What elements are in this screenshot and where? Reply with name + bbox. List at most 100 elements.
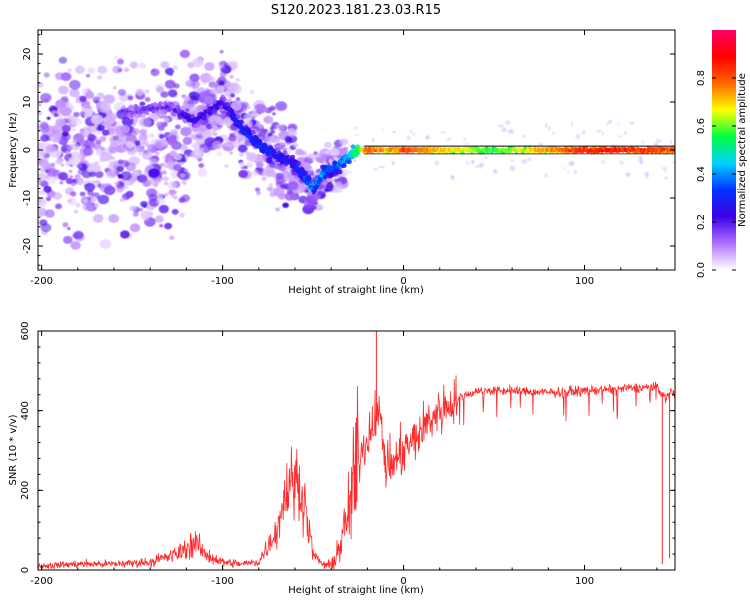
spectrogram-noise-blob	[105, 116, 116, 125]
snr-y-axis-label: SNR (10 * v/v)	[8, 414, 19, 485]
spectrogram-noise-blob	[246, 152, 258, 162]
spectrogram-y-axis-label: Frequency (Hz)	[8, 112, 19, 188]
spectrogram-noise-blob	[43, 185, 52, 193]
spectrogram-noise-blob	[192, 142, 201, 150]
spectrogram-noise-blob	[55, 158, 63, 165]
spectrogram-noise-blob	[563, 167, 566, 170]
spectrogram-noise-blob	[258, 130, 267, 137]
spectrogram-noise-blob	[313, 194, 321, 200]
spectrogram-noise-blob	[238, 169, 249, 179]
colorbar-tick-label: 0.2	[696, 214, 707, 230]
spectrogram-noise-blob	[73, 111, 80, 118]
y-tick-label: 20	[22, 48, 33, 61]
spectrogram-noise-blob	[224, 90, 232, 97]
spectrogram-noise-blob	[220, 66, 228, 73]
spectrogram-noise-blob	[654, 142, 658, 146]
spectrogram-noise-blob	[220, 113, 227, 118]
spectrogram-noise-blob	[228, 97, 233, 100]
spectrogram-noise-blob	[92, 214, 104, 223]
spectrogram-noise-blob	[310, 205, 317, 211]
spectrogram-noise-blob	[93, 165, 102, 172]
spectrogram-noise-blob	[69, 79, 81, 90]
spectrogram-noise-blob	[315, 168, 321, 173]
spectrogram-noise-blob	[82, 147, 94, 157]
spectrogram-noise-blob	[169, 235, 175, 240]
spectrogram-ridge-cell	[190, 114, 195, 119]
colorbar-tick-label: 0.6	[696, 118, 707, 134]
spectrogram-noise-blob	[38, 178, 42, 185]
x-tick-label: 100	[575, 276, 594, 287]
spectrogram-noise-blob	[228, 134, 237, 142]
spectrogram-noise-blob	[67, 68, 72, 72]
spectrogram-noise-blob	[70, 241, 81, 250]
x-tick-label: -100	[211, 276, 234, 287]
spectrogram-ridge-cell	[347, 159, 352, 165]
spectrogram-noise-blob	[465, 142, 470, 146]
chart-title: S120.2023.181.23.03.R15	[271, 3, 441, 18]
spectrogram-noise-blob	[158, 204, 169, 214]
spectrogram-noise-blob	[99, 136, 107, 142]
snr-x-axis-label: Height of straight line (km)	[288, 585, 424, 596]
spectrogram-noise-blob	[493, 169, 498, 174]
spectrogram-noise-blob	[279, 142, 285, 147]
spectrogram-noise-blob	[125, 141, 135, 149]
spectrogram-noise-blob	[575, 134, 581, 139]
spectrogram-noise-blob	[139, 117, 152, 128]
spectrogram-noise-blob	[154, 138, 167, 149]
spectrogram-noise-blob	[62, 222, 69, 228]
spectrogram-noise-blob	[124, 67, 130, 73]
spectrogram-noise-blob	[382, 127, 385, 131]
spectrogram-noise-blob	[117, 174, 124, 179]
y-tick-label: -20	[22, 238, 33, 254]
spectrogram-noise-blob	[47, 168, 58, 177]
spectrogram-noise-blob	[317, 190, 323, 195]
spectrogram-ridge-cell	[296, 161, 302, 166]
spectrogram-noise-blob	[552, 131, 555, 136]
spectrogram-ridge	[120, 94, 675, 195]
spectrogram-noise-blob	[256, 127, 262, 132]
spectrogram-noise-blob	[148, 176, 160, 186]
spectrogram-noise-blob	[269, 105, 276, 111]
spectrogram-noise-blob	[251, 111, 259, 119]
spectrogram-noise-blob	[116, 121, 121, 125]
spectrogram-ridge-cell	[224, 101, 230, 107]
x-tick-label: -200	[30, 576, 53, 587]
spectrogram-noise-blob	[139, 128, 147, 135]
spectrogram-noise-blob	[120, 230, 130, 239]
spectrogram-noise-blob	[75, 177, 84, 186]
spectrogram-noise-blob	[135, 145, 145, 153]
spectrogram-noise-blob	[86, 74, 90, 78]
spectrogram-noise-blob	[189, 73, 200, 83]
spectrogram-noise-blob	[661, 167, 667, 170]
spectrogram-noise-blob	[268, 136, 275, 141]
spectrogram-noise-blob	[55, 118, 66, 127]
spectrogram-ridge-cell	[235, 114, 241, 119]
spectrogram-noise-blob	[164, 79, 176, 89]
spectrogram-noise-blob	[505, 120, 511, 125]
spectrogram-noise-blob	[274, 138, 280, 144]
spectrogram-noise-blob	[144, 89, 150, 94]
spectrogram-noise-blob	[126, 146, 138, 156]
spectrogram-noise-blob	[87, 133, 96, 142]
spectrogram-noise-blob	[141, 151, 152, 160]
spectrogram-ridge-cell	[198, 118, 204, 124]
spectrogram-ridge-cell	[180, 105, 186, 111]
spectrogram-noise-blob	[43, 72, 50, 78]
spectrogram-noise-blob	[109, 135, 122, 146]
spectrogram-noise-blob	[184, 168, 188, 173]
spectrogram-noise-blob	[425, 135, 430, 140]
spectrogram-noise-blob	[94, 161, 100, 166]
spectrogram-noise-blob	[72, 138, 77, 143]
spectrogram-noise-blob	[55, 99, 67, 109]
spectrogram-noise-blob	[180, 126, 192, 137]
spectrogram-noise-blob	[275, 207, 280, 212]
spectrogram-noise-blob	[86, 117, 93, 123]
spectrogram-noise-blob	[179, 213, 185, 218]
spectrogram-noise-blob	[568, 161, 575, 166]
spectrogram-noise-blob	[477, 164, 484, 169]
spectrogram-noise-blob	[238, 152, 244, 157]
spectrogram-noise-blob	[170, 171, 179, 178]
colorbar-tick-label: 0.0	[696, 262, 707, 278]
spectrogram-noise-blob	[509, 165, 515, 171]
